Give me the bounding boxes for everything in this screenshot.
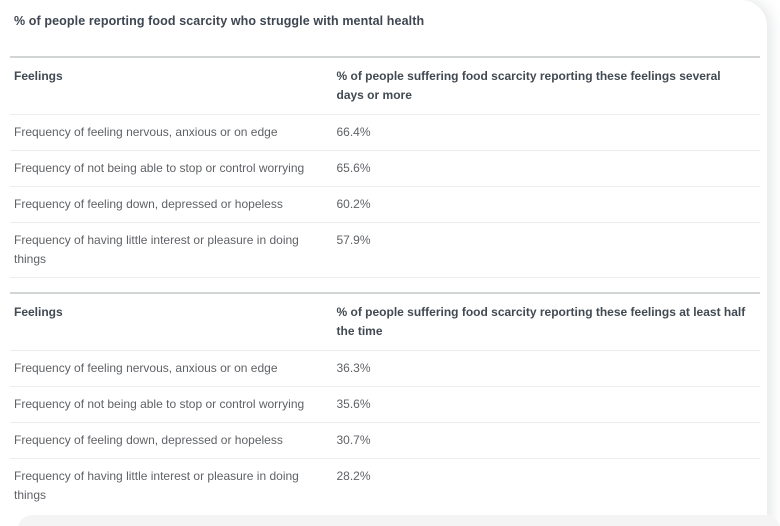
feeling-cell: Frequency of feeling nervous, anxious or… [10, 350, 333, 387]
feeling-cell: Frequency of having little interest or p… [14, 469, 299, 502]
feeling-cell: Frequency of not being able to stop or c… [10, 386, 333, 423]
table-at-least-half-the-time: Feelings % of people suffering food scar… [10, 292, 760, 513]
column-header-percentage: % of people suffering food scarcity repo… [332, 56, 760, 115]
feeling-cell: Frequency of feeling down, depressed or … [10, 186, 333, 223]
value-cell: 66.4% [332, 114, 760, 151]
column-header-feelings: Feelings [10, 292, 333, 351]
table-row: Frequency of feeling nervous, anxious or… [10, 350, 760, 387]
feeling-cell: Frequency of feeling down, depressed or … [10, 422, 333, 459]
value-cell: 57.9% [332, 222, 760, 278]
value-cell: 35.6% [332, 386, 760, 423]
value-cell: 30.7% [332, 422, 760, 459]
table-header-row: Feelings % of people suffering food scar… [10, 292, 760, 351]
feeling-cell: Frequency of having little interest or p… [10, 222, 333, 278]
table-header-row: Feelings % of people suffering food scar… [10, 56, 760, 115]
table-row: Frequency of not being able to stop or c… [10, 386, 760, 423]
column-header-percentage: % of people suffering food scarcity repo… [332, 292, 760, 351]
value-cell: 28.2% [336, 469, 371, 483]
next-card-top-edge [18, 515, 780, 526]
value-cell: 36.3% [332, 350, 760, 387]
column-header-feelings: Feelings [10, 56, 333, 115]
value-cell: 60.2% [332, 186, 760, 223]
value-cell: 65.6% [332, 150, 760, 187]
feeling-cell: Frequency of not being able to stop or c… [10, 150, 333, 187]
table-row: Frequency of feeling nervous, anxious or… [10, 114, 760, 151]
table-row: Frequency of not being able to stop or c… [10, 150, 760, 187]
table-widget-content: % of people reporting food scarcity who … [10, 14, 760, 513]
table-row: Frequency of having little interest or p… [10, 459, 760, 514]
table-row: Frequency of having little interest or p… [10, 222, 760, 278]
table-several-days-or-more: Feelings % of people suffering food scar… [10, 56, 760, 278]
table-row: Frequency of feeling down, depressed or … [10, 186, 760, 223]
feeling-cell: Frequency of feeling nervous, anxious or… [10, 114, 333, 151]
widget-title: % of people reporting food scarcity who … [14, 14, 425, 28]
table-row: Frequency of feeling down, depressed or … [10, 422, 760, 459]
